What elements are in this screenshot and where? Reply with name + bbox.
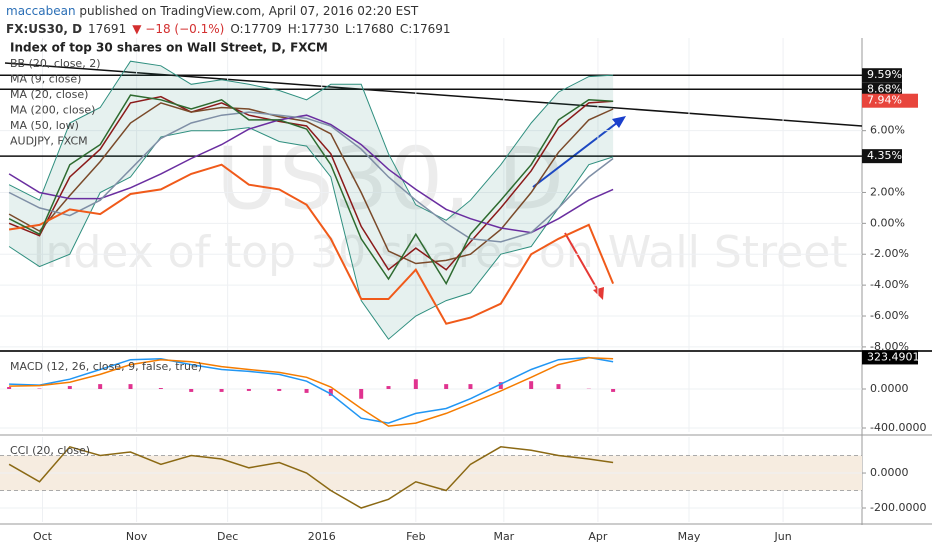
close: C:17691 <box>400 22 451 36</box>
bb-upper <box>8 60 614 221</box>
x-tick-label: May <box>678 530 701 543</box>
y-tick-label: -6.00% <box>870 309 909 322</box>
y-tick-label: 0.0000 <box>870 466 909 479</box>
y-tick-label: -400.0000 <box>870 421 926 434</box>
histogram-bar <box>556 384 561 389</box>
pane-title: MACD (12, 26, close, 9, false, true) <box>10 360 202 373</box>
y-tick-label: -2.00% <box>870 247 909 260</box>
y-tick-label: 0.00% <box>870 216 905 229</box>
level-label: 8.68% <box>867 82 902 95</box>
series-line <box>8 111 614 243</box>
series-line <box>8 445 614 509</box>
quote-line: FX:US30, D 17691 ▼ −18 (−0.1%) O:17709 H:177… <box>6 22 451 36</box>
histogram-bar <box>67 386 72 389</box>
x-tick-label: Oct <box>33 530 53 543</box>
watermark-description: Index of top 30 shares on Wall Street <box>32 227 847 278</box>
header-line: maccabean published on TradingView.com, … <box>6 4 419 18</box>
y-tick-label: -8.00% <box>870 340 909 353</box>
series-line <box>8 114 614 234</box>
y-tick-label: -200.0000 <box>870 501 926 514</box>
watermark-symbol: US30, D <box>216 129 564 229</box>
series-line <box>9 357 614 427</box>
x-tick-label: Nov <box>126 530 148 543</box>
x-tick-label: Dec <box>217 530 238 543</box>
last-value-label: 7.94% <box>867 94 902 107</box>
watermark: US30, D Index of top 30 shares on Wall S… <box>32 129 847 278</box>
red-arrow <box>564 232 604 300</box>
last: 17691 <box>88 22 126 36</box>
legend-entry: AUDJPY, FXCM <box>10 135 88 148</box>
low: L:17680 <box>345 22 394 36</box>
y-tick-label: 0.0000 <box>870 382 909 395</box>
x-tick-label: 2016 <box>308 530 336 543</box>
histogram-bar <box>128 384 133 389</box>
y-tick-label: 2.00% <box>870 185 905 198</box>
histogram-bar <box>277 388 282 391</box>
legend-entry: MA (50, low) <box>10 119 79 132</box>
legend-entry: MA (20, close) <box>10 88 88 101</box>
series-line <box>9 356 614 424</box>
histogram-bar <box>7 387 12 389</box>
series-line <box>8 95 614 271</box>
legend-entry: BB (20, close, 2) <box>10 57 101 70</box>
published: published on TradingView.com, April 07, … <box>76 4 419 18</box>
level-label-box <box>862 82 902 97</box>
trend-line <box>4 62 863 127</box>
histogram-bar <box>529 381 534 389</box>
histogram-bar <box>359 388 364 399</box>
pane-title: CCI (20, close) <box>10 444 90 457</box>
x-tick-label: Jun <box>773 530 791 543</box>
last-value-label: 323.4901 <box>867 350 920 363</box>
level-label-box <box>862 149 902 164</box>
histogram-bar <box>98 384 103 389</box>
y-tick-label: -4.00% <box>870 278 909 291</box>
author[interactable]: maccabean <box>6 4 76 18</box>
histogram-bar <box>246 388 251 391</box>
legend-entry: MA (9, close) <box>10 73 81 86</box>
histogram-bar <box>498 382 503 389</box>
last-value-box <box>862 93 918 108</box>
histogram-bar <box>304 388 309 393</box>
histogram-bar <box>158 388 163 389</box>
histogram-bar <box>328 388 333 396</box>
histogram-bar <box>468 384 473 389</box>
x-tick-label: Apr <box>588 530 608 543</box>
symbol: FX:US30, D <box>6 22 82 36</box>
y-tick-label: 6.00% <box>870 124 905 137</box>
last-value-box <box>862 350 918 365</box>
series-line <box>8 102 614 265</box>
histogram-bar <box>444 384 449 389</box>
legend-entry: MA (200, close) <box>10 104 95 117</box>
histogram-bar <box>386 386 391 389</box>
histogram-bar <box>413 379 418 389</box>
histogram-bar <box>611 388 616 392</box>
histogram-bar <box>219 388 224 392</box>
level-label-box <box>862 68 902 83</box>
series-line <box>8 94 614 286</box>
x-tick-label: Feb <box>406 530 425 543</box>
open: O:17709 <box>230 22 281 36</box>
pane-title: Index of top 30 shares on Wall Street, D… <box>10 41 328 55</box>
bb-fill <box>9 61 614 340</box>
change: ▼ −18 (−0.1%) <box>132 22 224 36</box>
series-line <box>8 163 615 325</box>
level-label: 9.59% <box>867 68 902 81</box>
high: H:17730 <box>288 22 339 36</box>
level-label: 4.35% <box>867 149 902 162</box>
x-tick-label: Mar <box>493 530 514 543</box>
histogram-bar <box>189 388 194 392</box>
